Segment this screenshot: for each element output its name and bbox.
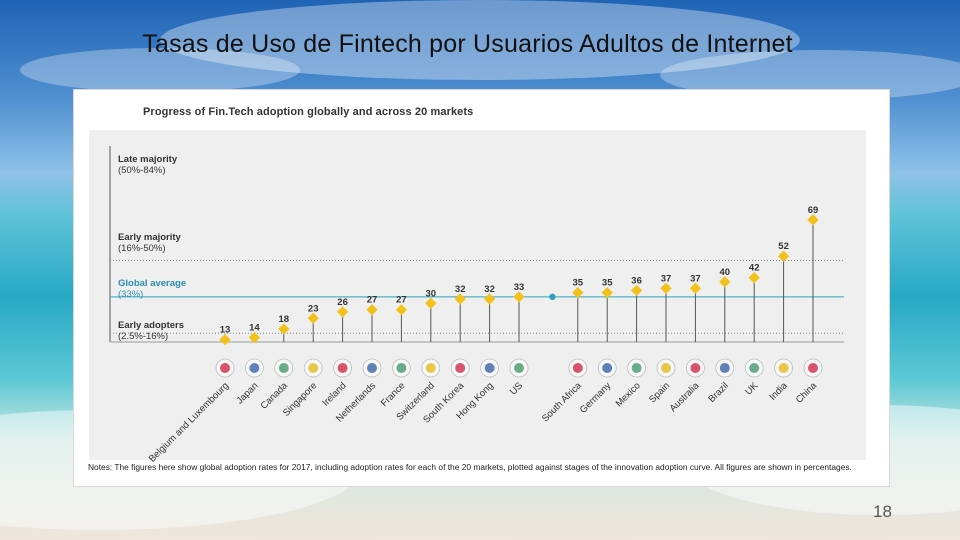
value-label-12: 35 [573,278,584,289]
flag-mark-12 [572,363,583,373]
early-adopters-range: (2.5%-16%) [118,331,168,342]
value-label-4: 26 [337,297,348,308]
flag-mark-20 [808,363,818,373]
figure-panel: Late majority (50%-84%) Early majority (16%… [73,89,890,487]
flag-mark-6 [396,363,407,373]
value-label-10: 33 [514,282,525,293]
data-point-0 [219,334,231,346]
adoption-chart: Late majority(50%-84%) Early majority(16%… [89,130,866,465]
value-label-9: 32 [484,284,495,295]
data-point-10 [513,291,525,303]
data-point-19 [777,250,790,262]
value-label-6: 27 [396,295,407,306]
value-label-16: 37 [690,273,701,284]
value-label-19: 52 [778,241,789,252]
early-adopters-label: Early adopters [118,320,184,331]
figure-notes: Notes: The figures here show global adop… [88,462,852,472]
data-point-17 [719,276,731,288]
value-label-13: 35 [602,278,613,289]
late-majority-label: Late majority [118,154,178,165]
value-label-1: 14 [249,323,260,334]
data-point-7 [425,297,437,309]
global-average-range: (33%) [118,289,143,300]
value-label-20: 69 [808,205,819,216]
flag-mark-16 [690,363,701,373]
data-point-14 [630,284,643,297]
data-point-13 [601,286,613,299]
flag-mark-7 [425,363,436,373]
value-label-15: 37 [661,273,672,284]
data-point-6 [395,304,408,316]
data-point-18 [748,271,760,284]
late-majority-range: (50%-84%) [118,165,166,176]
data-point-15 [660,282,672,294]
value-label-0: 13 [220,325,231,336]
data-point-2 [278,323,290,335]
flag-mark-18 [749,363,760,373]
flag-mark-0 [220,363,230,373]
flag-mark-8 [455,363,466,373]
early-majority-label: Early majority [118,232,182,243]
global-average-point [549,293,556,301]
data-point-1 [248,331,261,344]
data-point-9 [483,293,496,305]
flag-mark-15 [661,363,671,373]
data-point-3 [307,312,319,324]
value-label-17: 40 [720,267,731,278]
flag-mark-9 [484,363,495,373]
flag-mark-14 [631,363,642,373]
data-point-4 [336,306,349,318]
flag-mark-10 [514,363,524,373]
flag-mark-1 [249,363,260,373]
data-point-5 [366,304,378,316]
chart-title: Progress of Fin.Tech adoption globally a… [143,106,474,118]
value-label-14: 36 [631,275,642,286]
global-average-label: Global average [118,278,186,289]
page-number: 18 [873,502,892,521]
value-label-2: 18 [279,314,290,325]
flag-mark-17 [719,363,730,373]
value-label-18: 42 [749,263,760,274]
value-label-3: 23 [308,303,319,314]
flag-mark-2 [278,363,289,373]
value-label-7: 30 [426,288,437,299]
data-point-16 [689,282,702,294]
flag-mark-3 [308,363,319,373]
flag-mark-4 [337,363,348,373]
early-majority-range: (16%-50%) [118,243,166,254]
value-label-8: 32 [455,284,466,295]
data-point-8 [454,293,466,305]
flag-mark-19 [778,363,789,373]
value-label-5: 27 [367,295,378,306]
flag-mark-5 [367,363,377,373]
plot-background [89,130,866,460]
slide-title: Tasas de Uso de Fintech por Usuarios Adu… [142,30,793,58]
flag-mark-13 [602,363,613,373]
data-point-12 [572,286,584,299]
